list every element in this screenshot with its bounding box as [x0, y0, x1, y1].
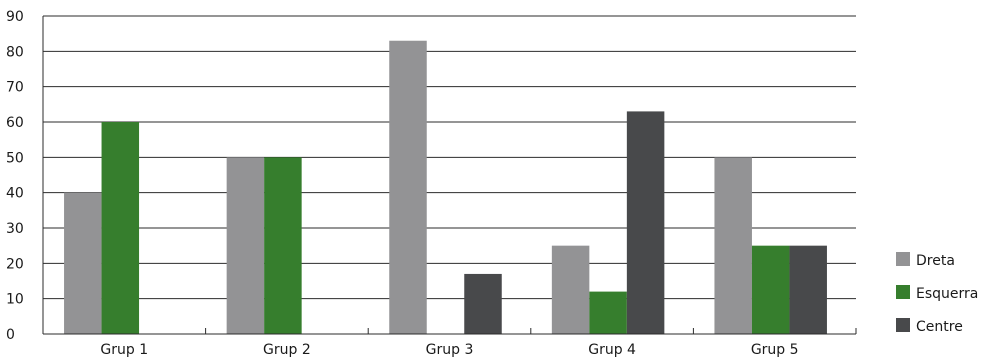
y-tick-label-60: 60: [6, 115, 24, 131]
x-axis-ticks: Grup 1 Grup 2 Grup 3 Grup 4 Grup 5: [100, 342, 798, 358]
x-tick-label-grup-4: Grup 4: [588, 342, 636, 358]
y-tick-label-50: 50: [6, 150, 24, 166]
legend-swatch-centre: [896, 318, 910, 332]
gridlines: [43, 15, 856, 300]
bar-dreta-grup-5: [714, 157, 752, 334]
legend-swatch-esquerra: [896, 285, 910, 299]
bar-dreta-grup-3: [389, 40, 427, 334]
y-tick-label-10: 10: [6, 292, 24, 308]
bar-esquerra-grup-2: [264, 157, 302, 334]
x-tick-label-grup-5: Grup 5: [751, 342, 799, 358]
bar-centre-grup-3: [464, 273, 502, 334]
x-tick-label-grup-2: Grup 2: [263, 342, 311, 358]
y-tick-label-40: 40: [6, 186, 24, 202]
x-tick-label-grup-3: Grup 3: [426, 342, 474, 358]
bar-centre-grup-5: [789, 245, 827, 334]
axes: [42, 16, 857, 335]
legend-label-centre: Centre: [916, 319, 963, 335]
bar-esquerra-grup-5: [751, 245, 790, 334]
legend: Dreta Esquerra Centre: [896, 252, 978, 335]
bar-esquerra-grup-1: [101, 122, 140, 334]
x-tick-label-grup-1: Grup 1: [100, 342, 148, 358]
y-tick-label-90: 90: [6, 9, 24, 25]
bar-dreta-grup-4: [551, 245, 590, 334]
y-tick-label-80: 80: [6, 44, 24, 60]
bar-centre-grup-4: [626, 111, 665, 335]
bar-dreta-grup-1: [64, 192, 102, 334]
y-tick-label-20: 20: [6, 256, 24, 272]
legend-label-esquerra: Esquerra: [916, 286, 978, 302]
y-tick-label-70: 70: [6, 80, 24, 96]
y-tick-label-30: 30: [6, 221, 24, 237]
y-tick-label-0: 0: [6, 327, 15, 343]
bar-dreta-grup-2: [226, 157, 265, 334]
legend-label-dreta: Dreta: [916, 253, 955, 269]
bars: [64, 40, 827, 335]
legend-swatch-dreta: [896, 252, 910, 266]
y-axis-ticks: 0 10 20 30 40 50 60 70 80 90: [6, 9, 24, 343]
bar-esquerra-grup-4: [589, 291, 627, 334]
